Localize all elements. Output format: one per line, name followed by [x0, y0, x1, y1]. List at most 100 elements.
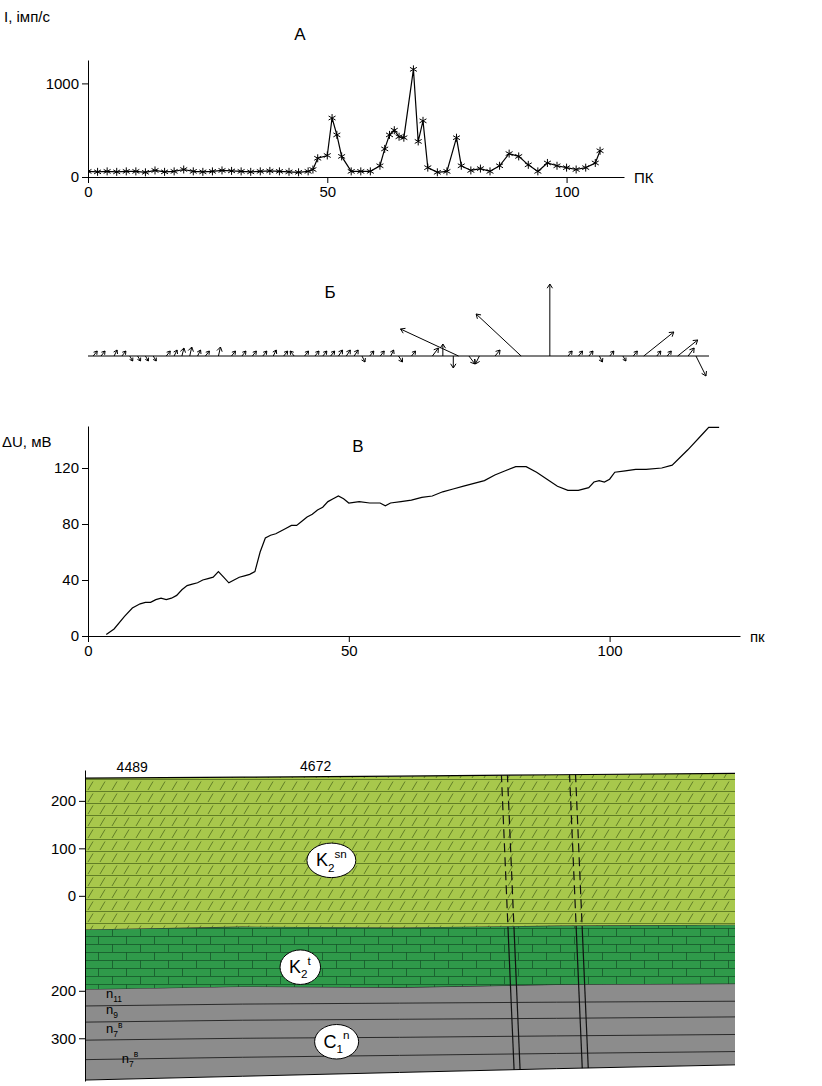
data-point	[487, 167, 494, 175]
vector-arrow	[331, 351, 335, 356]
tick: 0	[68, 887, 85, 904]
data-point	[420, 117, 427, 125]
x-axis-title: пк	[750, 628, 765, 645]
data-point	[506, 150, 513, 158]
vector-arrow	[579, 351, 583, 356]
vector-arrow	[323, 351, 327, 356]
data-point	[132, 167, 139, 175]
data-point	[496, 162, 503, 170]
vector-arrow	[290, 351, 294, 356]
vector-arrow	[284, 351, 288, 356]
vector-arrow	[688, 348, 694, 356]
tick-mark	[79, 848, 85, 849]
layer-hatching	[85, 925, 735, 990]
layer-label: C1n	[315, 1024, 359, 1059]
tick: 120	[54, 459, 88, 476]
layer-label: K2sn	[307, 843, 356, 878]
tick-label: 80	[62, 515, 79, 532]
layer-label-ring	[280, 950, 321, 985]
data-point	[467, 166, 474, 174]
tick: 50	[341, 636, 358, 659]
data-point	[515, 152, 522, 160]
horizon-line	[85, 1034, 735, 1040]
horizon-line	[85, 1001, 735, 1006]
data-point	[338, 152, 345, 160]
panel: 05010004080120ВпкΔU, мВ	[2, 427, 765, 659]
axis-line	[88, 61, 89, 178]
tick: 100	[51, 840, 85, 857]
vector-arrow	[610, 351, 614, 356]
x-axis: 050100	[84, 636, 740, 659]
data-point	[309, 166, 316, 174]
tick-label: 0	[71, 627, 79, 644]
label-sup: sn	[334, 847, 346, 860]
vector-arrow	[370, 351, 374, 356]
x-axis-title: ПК	[634, 169, 654, 186]
vector-arrow	[390, 350, 394, 356]
data-point	[123, 167, 130, 175]
tick-mark	[82, 83, 88, 84]
layer-label-text: K2t	[289, 954, 312, 981]
data-point	[142, 168, 149, 176]
data-point	[367, 167, 374, 175]
vector-arrow	[354, 350, 358, 356]
data-point	[410, 65, 417, 73]
vector-arrow	[315, 351, 319, 356]
axis-line	[89, 177, 625, 178]
y-axis-title: ΔU, мВ	[2, 433, 52, 450]
data-point	[199, 168, 206, 176]
data-point	[209, 167, 216, 175]
fault-line	[514, 927, 521, 1079]
data-point	[563, 164, 570, 172]
label-base: n	[106, 1021, 113, 1036]
data-point	[161, 168, 168, 176]
data-point	[238, 167, 245, 175]
data-point	[276, 167, 283, 175]
vector-arrow	[252, 351, 256, 356]
data-point	[554, 162, 561, 170]
fault-line	[576, 926, 582, 1076]
data-point	[219, 166, 226, 174]
tick-mark	[79, 801, 85, 802]
vector-arrow	[495, 350, 500, 356]
vector-arrow	[101, 351, 105, 356]
label-sub: 1	[337, 1042, 344, 1055]
vector-arrow	[547, 284, 552, 356]
data-point	[295, 168, 302, 176]
data-point	[333, 131, 340, 139]
panel-letter: Б	[324, 283, 335, 302]
tick: 200	[51, 792, 85, 809]
tick: 200	[51, 982, 85, 999]
vector-arrow	[599, 356, 603, 362]
tick-mark	[79, 1038, 85, 1039]
vector-arrow	[114, 350, 118, 356]
vector-arrow	[145, 356, 148, 361]
tick-label: 100	[51, 840, 76, 857]
data-point	[415, 137, 422, 145]
tick-label: 50	[319, 183, 336, 200]
data-point	[314, 154, 321, 162]
tick-label: 200	[51, 982, 76, 999]
tick-label: 50	[341, 642, 358, 659]
horizon-line	[85, 1017, 735, 1022]
vector-arrow	[205, 351, 209, 356]
tick-mark	[82, 524, 88, 525]
data-point	[190, 167, 197, 175]
data-point	[266, 167, 273, 175]
vector-arrow	[166, 351, 170, 356]
tick-label: 0	[84, 183, 92, 200]
tick-label: 0	[84, 642, 92, 659]
section-top	[85, 773, 735, 778]
tick-label: 0	[68, 887, 76, 904]
data-point	[348, 167, 355, 175]
tick: 100	[555, 177, 580, 200]
tick-mark	[82, 177, 88, 178]
vector-arrow	[678, 340, 698, 356]
data-point	[424, 164, 431, 172]
tick-mark	[82, 580, 88, 581]
tick-label: 1000	[46, 75, 79, 92]
layer-label-ring	[315, 1024, 359, 1059]
panel: Б	[88, 283, 709, 376]
tick-label: 300	[51, 1030, 76, 1047]
vector-arrow	[451, 356, 456, 368]
